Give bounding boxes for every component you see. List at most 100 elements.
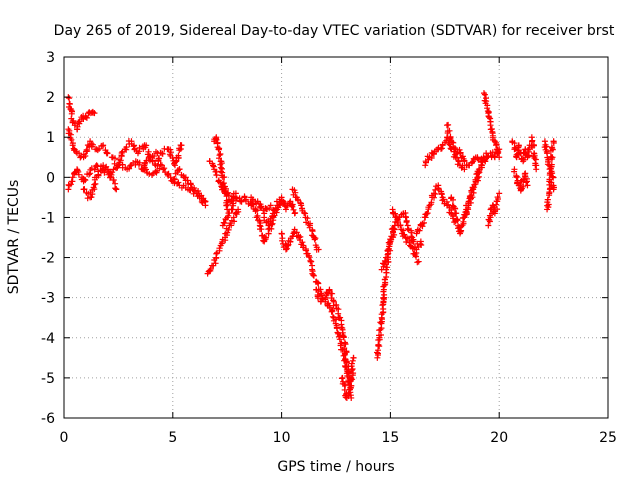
data-point-trace bbox=[439, 196, 450, 207]
data-point bbox=[298, 202, 305, 209]
data-point bbox=[267, 202, 274, 209]
data-point-trace bbox=[338, 375, 349, 389]
data-point-trace bbox=[434, 185, 445, 198]
data-point-trace bbox=[327, 304, 336, 320]
data-point bbox=[145, 154, 152, 161]
data-point-trace bbox=[299, 205, 309, 217]
data-point-trace bbox=[374, 336, 383, 358]
data-point-trace bbox=[65, 178, 76, 189]
tick-labels: -6 -5 -4 -3 -2 -1 0 1 2 3 0 5 10 15 20 25 bbox=[41, 50, 617, 446]
data-point-trace bbox=[485, 113, 494, 125]
data-point-trace bbox=[283, 237, 292, 252]
data-point-trace bbox=[544, 154, 552, 168]
data-point-trace bbox=[435, 144, 445, 152]
chart-title: Day 265 of 2019, Sidereal Day-to-day VTE… bbox=[54, 23, 615, 39]
y-tick-label: -5 bbox=[41, 371, 55, 387]
data-point-trace bbox=[514, 177, 521, 187]
y-tick-label: 2 bbox=[46, 90, 55, 106]
data-point bbox=[278, 194, 285, 201]
axis-ticks bbox=[63, 56, 609, 419]
data-point-trace bbox=[159, 145, 171, 157]
data-point-trace bbox=[95, 165, 106, 179]
data-point bbox=[93, 162, 100, 169]
data-point-trace bbox=[76, 150, 85, 161]
data-point-trace bbox=[393, 214, 404, 229]
data-point-trace bbox=[343, 390, 352, 400]
data-point-trace bbox=[297, 233, 306, 248]
data-point-trace bbox=[149, 148, 159, 159]
data-points bbox=[65, 90, 557, 401]
data-point-trace bbox=[80, 112, 89, 122]
data-point-trace bbox=[220, 216, 229, 227]
data-point bbox=[171, 162, 178, 169]
data-point-trace bbox=[81, 171, 93, 184]
data-point-trace bbox=[256, 200, 267, 214]
data-point-trace bbox=[376, 316, 385, 339]
data-point-trace bbox=[454, 154, 462, 168]
data-point bbox=[91, 110, 98, 117]
data-point bbox=[82, 114, 89, 121]
data-point-trace bbox=[412, 250, 421, 266]
data-point-trace bbox=[87, 174, 99, 201]
data-point-trace bbox=[306, 224, 317, 240]
x-tick-label: 0 bbox=[60, 430, 69, 446]
data-point-trace bbox=[81, 186, 92, 202]
data-point bbox=[282, 206, 289, 213]
data-point bbox=[291, 210, 298, 217]
data-point bbox=[69, 174, 76, 181]
y-tick-label: 0 bbox=[46, 170, 55, 186]
data-point-trace bbox=[493, 194, 501, 205]
data-point bbox=[113, 186, 120, 193]
data-point-trace bbox=[380, 269, 390, 290]
data-point-trace bbox=[399, 227, 408, 240]
data-point-trace bbox=[469, 171, 481, 192]
x-tick-label: 15 bbox=[381, 430, 399, 446]
data-point-trace bbox=[152, 161, 164, 176]
data-point-trace bbox=[444, 121, 454, 142]
data-point-trace bbox=[509, 139, 518, 151]
data-point-trace bbox=[227, 217, 238, 229]
data-point-trace bbox=[458, 162, 466, 171]
data-point-trace bbox=[273, 196, 285, 206]
data-point-trace bbox=[330, 301, 342, 313]
y-tick-label: -2 bbox=[41, 251, 55, 267]
data-point bbox=[485, 222, 492, 229]
data-point bbox=[69, 142, 76, 149]
data-point bbox=[350, 354, 357, 361]
data-point-trace bbox=[173, 142, 184, 165]
data-point-trace bbox=[457, 215, 467, 235]
data-point-trace bbox=[530, 152, 540, 169]
data-point-trace bbox=[449, 139, 458, 151]
y-tick-label: -3 bbox=[41, 291, 55, 307]
data-point-trace bbox=[70, 145, 80, 155]
data-point bbox=[496, 154, 503, 161]
data-point bbox=[374, 354, 381, 361]
data-point-trace bbox=[284, 199, 293, 209]
data-point-trace bbox=[126, 160, 139, 172]
data-point bbox=[415, 258, 422, 265]
chart-grid bbox=[64, 57, 608, 418]
data-point bbox=[104, 150, 111, 157]
data-point bbox=[533, 166, 540, 173]
data-point-trace bbox=[422, 153, 432, 166]
data-point-trace bbox=[324, 300, 332, 309]
data-point-trace bbox=[518, 177, 527, 192]
data-point-trace bbox=[520, 173, 528, 183]
data-point-trace bbox=[387, 225, 397, 245]
data-point bbox=[461, 214, 468, 221]
data-point-trace bbox=[232, 195, 243, 204]
data-point-trace bbox=[170, 167, 181, 183]
data-point-trace bbox=[449, 211, 458, 226]
data-point-trace bbox=[178, 182, 189, 191]
x-tick-label: 10 bbox=[273, 430, 291, 446]
data-point-trace bbox=[481, 91, 489, 104]
data-point bbox=[417, 238, 424, 245]
data-point-trace bbox=[490, 204, 498, 215]
data-point-trace bbox=[544, 192, 553, 211]
x-axis-label: GPS time / hours bbox=[277, 459, 394, 475]
data-point-trace bbox=[489, 132, 497, 143]
data-point-trace bbox=[403, 235, 413, 246]
data-point bbox=[202, 202, 209, 209]
data-point-trace bbox=[191, 185, 202, 194]
